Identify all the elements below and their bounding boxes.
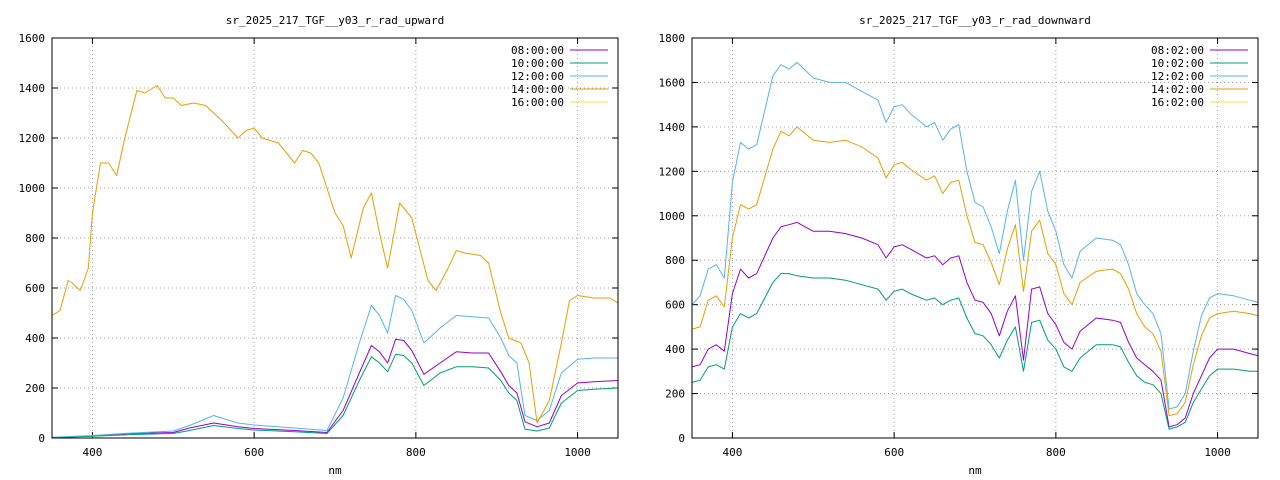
legend-label: 08:02:00	[1151, 44, 1204, 57]
series-line-120200	[692, 61, 1258, 410]
legend-label: 16:02:00	[1151, 96, 1204, 109]
legend-label: 14:00:00	[511, 83, 564, 96]
x-tick-label: 1000	[564, 446, 591, 459]
series-line-140200	[692, 126, 1258, 417]
plot-frame	[691, 37, 1259, 439]
x-tick-label: 600	[884, 446, 904, 459]
chart-title: sr_2025_217_TGF__y03_r_rad_upward	[226, 14, 445, 27]
y-tick-label: 800	[665, 254, 685, 267]
chart-panel-1: sr_2025_217_TGF__y03_r_rad_upward 0 200 400…	[19, 14, 619, 477]
x-tick-label: 400	[82, 446, 102, 459]
y-tick-label: 1000	[19, 182, 46, 195]
legend-label: 08:00:00	[511, 44, 564, 57]
series-line-100200	[692, 273, 1258, 430]
y-tick-label: 1600	[19, 32, 46, 45]
y-tick-label: 800	[25, 232, 45, 245]
y-tick-label: 400	[665, 343, 685, 356]
legend-label: 16:00:00	[511, 96, 564, 109]
x-tick-label: 600	[244, 446, 264, 459]
x-tick-label: 800	[1046, 446, 1066, 459]
y-tick-label: 1400	[659, 121, 686, 134]
y-tick-label: 600	[665, 299, 685, 312]
y-tick-label: 400	[25, 332, 45, 345]
y-tick-label: 1800	[659, 32, 686, 45]
chart-title: sr_2025_217_TGF__y03_r_rad_downward	[859, 14, 1091, 27]
y-tick-label: 200	[665, 388, 685, 401]
x-tick-label: 1000	[1204, 446, 1231, 459]
y-tick-label: 1000	[659, 210, 686, 223]
y-tick-label: 0	[678, 432, 685, 445]
x-tick-label: 800	[406, 446, 426, 459]
chart-panel-2: sr_2025_217_TGF__y03_r_rad_downward 0 200 4…	[659, 14, 1259, 477]
series-line-080200	[692, 221, 1258, 428]
series-line-080000	[52, 338, 618, 438]
legend-label: 14:02:00	[1151, 83, 1204, 96]
series-line-100000	[52, 353, 618, 438]
y-tick-label: 0	[38, 432, 45, 445]
x-tick-label: 400	[722, 446, 742, 459]
y-tick-label: 1200	[19, 132, 46, 145]
legend-label: 10:02:00	[1151, 57, 1204, 70]
y-tick-label: 1400	[19, 82, 46, 95]
legend-label: 12:02:00	[1151, 70, 1204, 83]
y-tick-label: 1200	[659, 165, 686, 178]
y-tick-label: 200	[25, 382, 45, 395]
y-tick-label: 1600	[659, 76, 686, 89]
series-line-120000	[52, 295, 618, 438]
x-axis-label: nm	[328, 464, 342, 477]
y-tick-label: 600	[25, 282, 45, 295]
series-line-140000	[52, 85, 618, 424]
x-axis-label: nm	[968, 464, 982, 477]
legend-label: 10:00:00	[511, 57, 564, 70]
plot-frame	[51, 37, 619, 439]
legend-label: 12:00:00	[511, 70, 564, 83]
